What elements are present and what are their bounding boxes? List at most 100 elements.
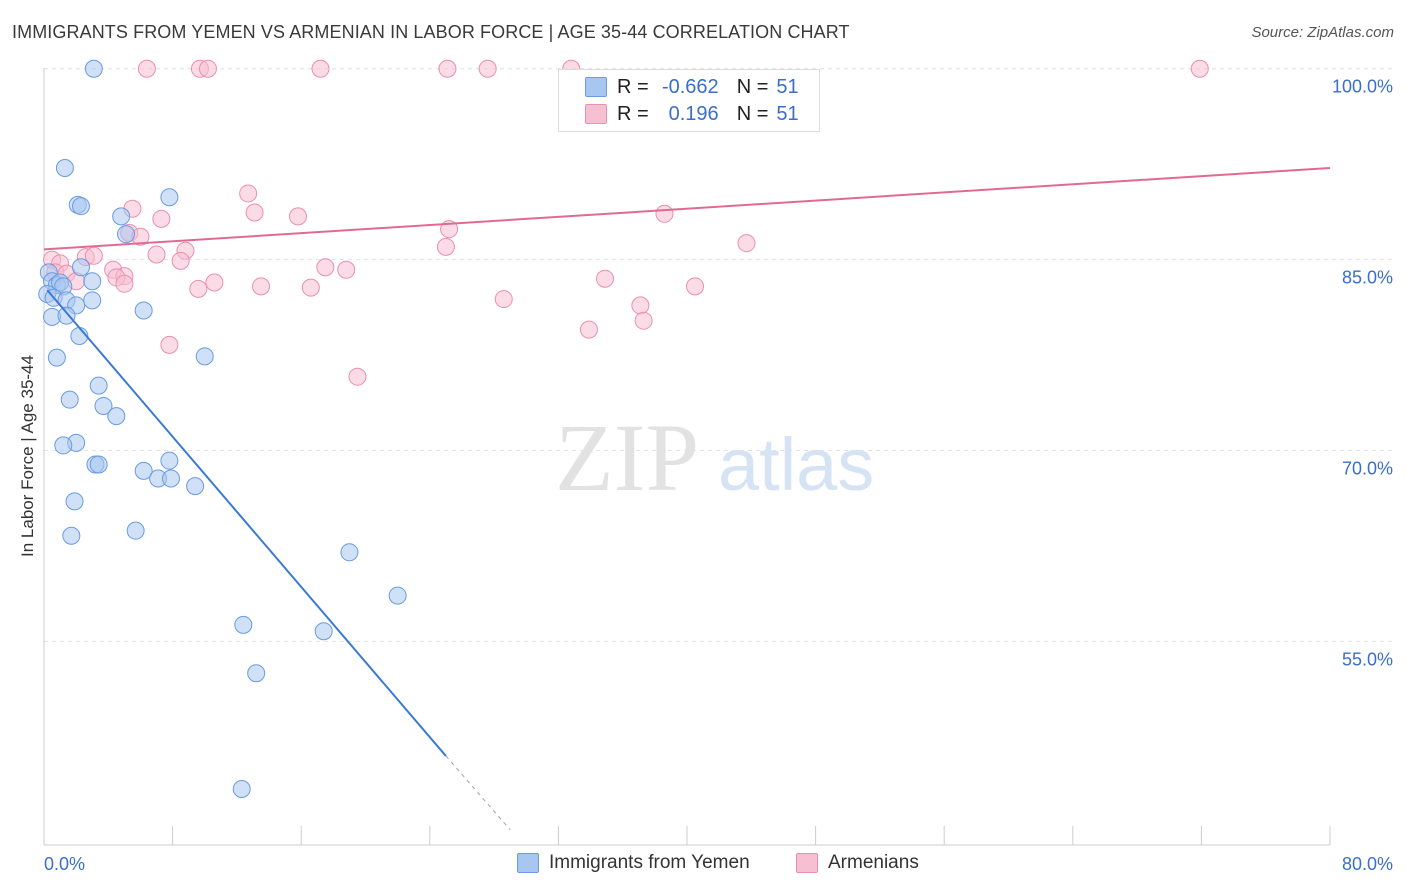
legend-swatch-yemen — [585, 77, 607, 97]
tick-labels: 55.0% 70.0% 85.0% 100.0% 0.0% 80.0% — [44, 77, 1393, 874]
armenian-point — [655, 204, 674, 223]
armenian-point — [252, 277, 271, 296]
yemen-point — [314, 622, 333, 641]
yemen-point — [83, 272, 102, 291]
armenians-points — [43, 59, 1209, 386]
yemen-point — [116, 225, 135, 244]
armenian-point — [171, 251, 190, 270]
yemen-point — [134, 301, 153, 320]
legend-swatch-armenians — [796, 853, 818, 873]
legend-r-value: 0.196 — [668, 102, 719, 125]
armenian-point — [147, 245, 166, 264]
yemen-point — [232, 780, 251, 799]
armenian-point — [198, 59, 217, 78]
grid-lines — [44, 68, 1392, 642]
armenian-point — [301, 278, 320, 297]
armenian-point — [245, 203, 264, 222]
zipatlas-watermark: ZIP atlas — [555, 404, 874, 511]
legend-n-value: 51 — [776, 102, 799, 125]
yemen-point — [161, 469, 180, 488]
yemen-point — [126, 521, 145, 540]
yemen-point — [340, 543, 359, 562]
yemen-point — [134, 461, 153, 480]
y-tick-label: 70.0% — [1342, 459, 1393, 479]
armenian-point — [596, 269, 615, 288]
yemen-point — [65, 492, 84, 511]
correlation-legend: R = -0.662 N = 51 R = 0.196 N = 51 — [558, 69, 820, 132]
legend-r-label: R = — [617, 102, 649, 125]
armenian-point — [1190, 59, 1209, 78]
armenian-point — [316, 258, 335, 277]
chart-title: IMMIGRANTS FROM YEMEN VS ARMENIAN IN LAB… — [12, 22, 850, 42]
yemen-point — [57, 306, 76, 325]
armenian-point — [137, 59, 156, 78]
watermark-zip: ZIP — [555, 404, 699, 511]
yemen-point — [62, 526, 81, 545]
legend-n-label: N = — [736, 102, 769, 125]
source-label: Source: ZipAtlas.com — [1251, 24, 1394, 41]
bottom-legend-yemen: Immigrants from Yemen — [517, 852, 750, 874]
yemen-point — [89, 455, 108, 474]
armenian-point — [579, 320, 598, 339]
yemen-point — [54, 436, 73, 455]
legend-swatch-yemen — [517, 853, 539, 873]
y-tick-label: 55.0% — [1342, 649, 1393, 669]
yemen-point — [71, 197, 90, 216]
armenian-point — [631, 296, 650, 315]
legend-row-yemen: R = -0.662 N = 51 — [617, 75, 799, 99]
y-tick-label: 85.0% — [1342, 268, 1393, 288]
legend-n-label: N = — [736, 75, 769, 98]
armenian-point — [494, 290, 513, 309]
yemen-trend-extension — [445, 755, 511, 831]
armenian-point — [478, 59, 497, 78]
yemen-point — [89, 376, 108, 395]
yemen-point — [84, 59, 103, 78]
yemen-point — [83, 291, 102, 310]
armenian-point — [239, 184, 258, 203]
legend-r-label: R = — [617, 75, 649, 98]
armenian-point — [115, 274, 134, 293]
yemen-point — [71, 258, 90, 277]
armenian-point — [160, 335, 179, 354]
legend-r-value: -0.662 — [661, 75, 719, 98]
yemen-point — [186, 477, 205, 496]
armenian-point — [288, 207, 307, 226]
armenian-point — [737, 234, 756, 253]
yemen-point — [160, 451, 179, 470]
armenian-point — [152, 209, 171, 228]
legend-label-yemen: Immigrants from Yemen — [549, 852, 750, 873]
trend-lines — [43, 166, 1331, 831]
y-tick-label: 100.0% — [1332, 77, 1393, 97]
watermark-atlas: atlas — [718, 423, 874, 506]
armenian-point — [337, 260, 356, 279]
bottom-legend-armenians: Armenians — [796, 852, 919, 874]
armenian-point — [436, 237, 455, 256]
yemen-point — [55, 158, 74, 177]
legend-n-value: 51 — [776, 75, 799, 98]
legend-label-armenians: Armenians — [828, 852, 919, 873]
yemen-point — [60, 390, 79, 409]
yemen-point — [388, 586, 407, 605]
armenian-point — [634, 311, 653, 330]
armenian-point — [686, 277, 705, 296]
legend-row-armenians: R = 0.196 N = 51 — [617, 102, 799, 126]
yemen-trend-line — [46, 289, 447, 757]
yemen-point — [160, 188, 179, 207]
yemen-point — [234, 615, 253, 634]
armenian-trend-line — [43, 166, 1331, 251]
x-tick-label: 0.0% — [44, 854, 85, 874]
axes — [43, 68, 1331, 846]
armenian-point — [438, 59, 457, 78]
armenian-point — [311, 59, 330, 78]
armenian-point — [189, 279, 208, 298]
yemen-points — [38, 59, 407, 799]
legend-swatch-armenians — [585, 104, 607, 124]
yemen-point — [247, 664, 266, 683]
armenian-point — [205, 273, 224, 292]
x-tick-label: 80.0% — [1342, 854, 1393, 874]
yemen-point — [112, 207, 131, 226]
armenian-point — [84, 246, 103, 265]
yemen-point — [195, 347, 214, 366]
yemen-point — [107, 407, 126, 426]
